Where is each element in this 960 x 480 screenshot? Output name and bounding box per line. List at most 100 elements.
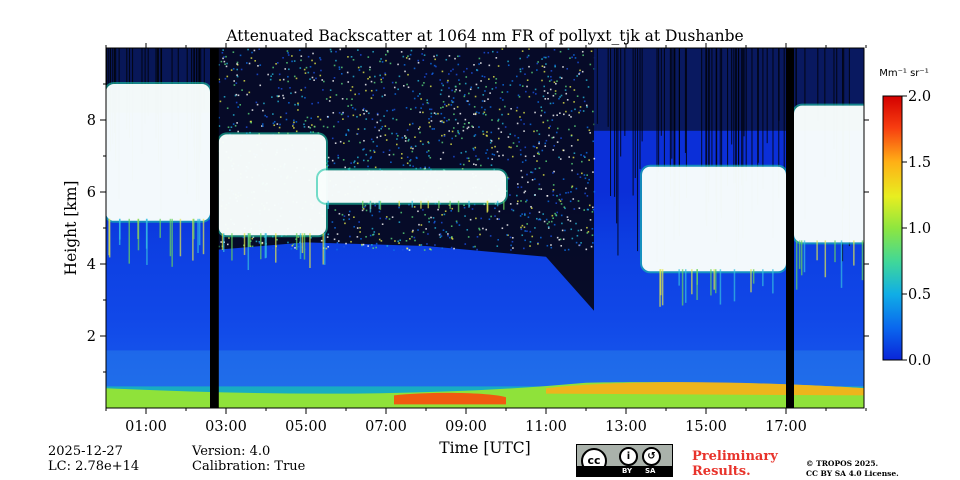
noise-speckle bbox=[526, 173, 528, 176]
noise-speckle bbox=[343, 245, 345, 248]
noise-speckle bbox=[371, 118, 374, 120]
noise-speckle bbox=[371, 214, 374, 217]
noise-speckle bbox=[417, 210, 419, 213]
noise-speckle bbox=[509, 133, 512, 135]
noise-speckle bbox=[559, 200, 562, 202]
noise-speckle bbox=[422, 209, 424, 211]
noise-speckle bbox=[362, 109, 364, 111]
noise-speckle bbox=[560, 77, 563, 79]
noise-speckle bbox=[555, 202, 558, 204]
noise-speckle bbox=[519, 116, 521, 118]
noise-speckle bbox=[571, 162, 573, 165]
noise-speckle bbox=[374, 166, 377, 169]
noise-speckle bbox=[372, 94, 375, 96]
noise-speckle bbox=[235, 93, 238, 96]
noise-speckle bbox=[346, 71, 349, 74]
noise-speckle bbox=[448, 55, 451, 57]
noise-speckle bbox=[347, 56, 349, 58]
noise-speckle bbox=[458, 55, 461, 57]
noise-speckle bbox=[580, 242, 582, 244]
noise-speckle bbox=[290, 92, 292, 95]
noise-speckle bbox=[413, 67, 416, 70]
noise-speckle bbox=[356, 132, 359, 135]
noise-speckle bbox=[501, 113, 503, 116]
noise-speckle bbox=[521, 213, 523, 215]
noise-speckle bbox=[373, 231, 376, 233]
noise-speckle bbox=[427, 233, 429, 235]
noise-speckle bbox=[523, 247, 525, 250]
noise-speckle bbox=[428, 166, 431, 169]
noise-speckle bbox=[233, 80, 235, 82]
noise-speckle bbox=[509, 84, 512, 86]
noise-speckle bbox=[523, 123, 525, 125]
noise-speckle bbox=[562, 238, 565, 241]
noise-speckle bbox=[353, 160, 356, 163]
noise-speckle bbox=[491, 153, 494, 156]
noise-speckle bbox=[524, 212, 526, 215]
noise-speckle bbox=[441, 82, 443, 85]
noise-speckle bbox=[430, 248, 432, 251]
noise-speckle bbox=[524, 230, 527, 232]
noise-speckle bbox=[520, 228, 523, 231]
noise-speckle bbox=[312, 52, 314, 55]
noise-speckle bbox=[246, 93, 248, 96]
noise-speckle bbox=[587, 182, 589, 184]
noise-speckle bbox=[561, 222, 563, 225]
noise-speckle bbox=[486, 131, 488, 133]
noise-speckle bbox=[559, 158, 562, 160]
noise-speckle bbox=[446, 119, 448, 122]
noise-speckle bbox=[338, 112, 341, 114]
noise-speckle bbox=[360, 65, 362, 68]
noise-speckle bbox=[572, 156, 575, 159]
noise-speckle bbox=[439, 236, 442, 239]
noise-speckle bbox=[553, 81, 556, 84]
noise-speckle bbox=[313, 79, 315, 82]
noise-speckle bbox=[466, 127, 469, 130]
noise-speckle bbox=[352, 59, 355, 61]
noise-speckle bbox=[547, 97, 549, 100]
noise-speckle bbox=[541, 79, 543, 82]
preliminary-line-1: Preliminary bbox=[692, 449, 778, 464]
noise-speckle bbox=[387, 51, 389, 53]
noise-speckle bbox=[429, 125, 431, 128]
noise-speckle bbox=[332, 111, 335, 114]
noise-speckle bbox=[521, 85, 524, 87]
noise-speckle bbox=[258, 240, 261, 243]
noise-speckle bbox=[341, 112, 344, 115]
noise-speckle bbox=[588, 129, 591, 132]
noise-speckle bbox=[478, 158, 480, 160]
noise-speckle bbox=[487, 98, 489, 100]
noise-speckle bbox=[495, 82, 497, 84]
noise-speckle bbox=[422, 143, 424, 146]
noise-speckle bbox=[341, 66, 343, 69]
noise-speckle bbox=[577, 139, 579, 141]
noise-speckle bbox=[577, 229, 580, 232]
noise-speckle bbox=[575, 222, 577, 225]
noise-speckle bbox=[509, 236, 512, 239]
noise-speckle bbox=[480, 80, 482, 82]
noise-speckle bbox=[336, 233, 339, 235]
colorbar-tick-label: 1.5 bbox=[908, 155, 931, 171]
noise-speckle bbox=[441, 214, 443, 216]
noise-speckle bbox=[528, 48, 530, 50]
noise-speckle bbox=[568, 156, 570, 158]
noise-speckle bbox=[259, 64, 262, 66]
noise-speckle bbox=[529, 123, 532, 126]
noise-speckle bbox=[468, 92, 470, 95]
noise-speckle bbox=[589, 219, 592, 221]
noise-speckle bbox=[376, 113, 379, 116]
noise-speckle bbox=[417, 229, 419, 231]
noise-speckle bbox=[525, 200, 527, 203]
noise-speckle bbox=[445, 58, 448, 61]
noise-speckle bbox=[573, 101, 575, 103]
noise-speckle bbox=[497, 120, 499, 122]
noise-speckle bbox=[585, 79, 588, 81]
noise-speckle bbox=[531, 171, 534, 174]
noise-speckle bbox=[423, 54, 426, 56]
noise-speckle bbox=[495, 78, 498, 80]
x-axis-label: Time [UTC] bbox=[439, 439, 530, 457]
noise-speckle bbox=[483, 100, 486, 102]
noise-speckle bbox=[507, 136, 510, 138]
noise-speckle bbox=[338, 68, 341, 70]
noise-speckle bbox=[292, 125, 294, 127]
